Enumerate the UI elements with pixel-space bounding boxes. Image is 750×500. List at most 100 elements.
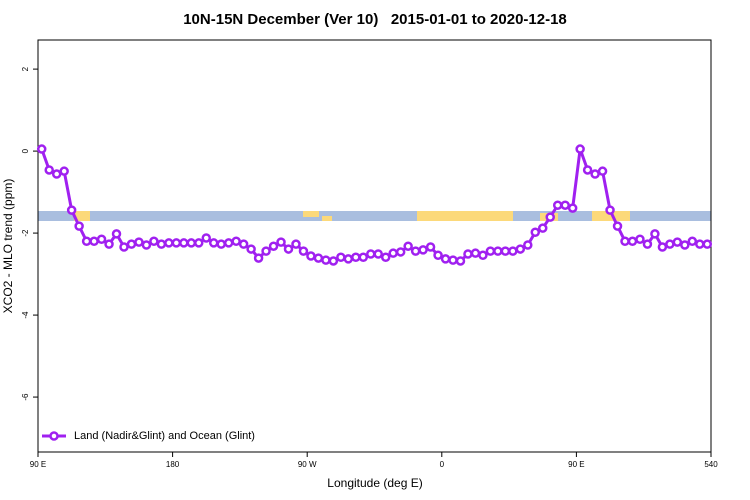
data-point — [425, 242, 436, 252]
data-point — [478, 250, 488, 260]
data-point — [500, 246, 511, 256]
data-point — [380, 252, 391, 263]
data-point — [560, 200, 570, 210]
data-point — [590, 169, 600, 179]
data-point — [328, 256, 339, 266]
data-point — [253, 253, 264, 263]
data-point — [89, 236, 99, 247]
data-point — [433, 250, 443, 260]
data-point — [134, 237, 144, 247]
data-point — [627, 236, 638, 247]
data-point — [508, 246, 518, 256]
x-tick-label: 180 — [166, 460, 180, 469]
data-point — [164, 238, 174, 248]
data-point — [582, 165, 593, 175]
data-point — [96, 234, 107, 244]
data-point — [246, 244, 256, 254]
data-point — [493, 246, 503, 256]
data-point — [216, 239, 226, 249]
data-point — [463, 249, 473, 259]
data-point — [358, 252, 369, 263]
x-tick-label: 90 E — [30, 460, 46, 469]
data-point — [261, 246, 271, 256]
data-point — [59, 166, 69, 176]
data-point — [388, 248, 398, 258]
data-point — [665, 239, 675, 249]
data-point — [291, 239, 301, 249]
data-point — [119, 242, 129, 252]
data-point — [395, 247, 406, 257]
data-point — [567, 203, 578, 213]
data-point — [186, 238, 197, 248]
data-point — [530, 227, 541, 238]
data-point — [672, 237, 683, 247]
data-point — [552, 200, 563, 210]
y-tick-label: -4 — [21, 311, 30, 319]
data-point — [238, 239, 249, 249]
data-point — [223, 238, 234, 248]
data-point — [149, 236, 159, 247]
data-point — [470, 248, 481, 258]
data-point — [455, 256, 466, 266]
data-point — [81, 236, 92, 247]
y-tick-label: 0 — [21, 148, 30, 153]
data-point — [283, 244, 294, 254]
data-point — [336, 252, 346, 263]
data-point — [448, 255, 458, 265]
data-point — [538, 223, 548, 233]
data-point — [126, 239, 137, 249]
data-point — [545, 212, 555, 222]
data-point — [410, 246, 421, 256]
data-point — [171, 238, 182, 248]
data-point — [635, 234, 645, 244]
x-axis-label: Longitude (deg E) — [327, 476, 422, 490]
data-point — [179, 238, 189, 248]
data-point — [620, 236, 630, 247]
data-point — [523, 240, 533, 250]
data-point — [366, 249, 376, 259]
legend-label: Land (Nadir&Glint) and Ocean (Glint) — [74, 430, 255, 442]
data-point — [485, 246, 496, 256]
data-point — [306, 251, 316, 261]
y-tick-label: 2 — [21, 66, 30, 71]
data-point — [575, 144, 585, 154]
data-point — [276, 237, 286, 247]
x-tick-label: 540 — [704, 460, 718, 469]
data-point — [403, 241, 413, 251]
data-point — [695, 239, 705, 249]
data-point — [650, 229, 660, 239]
legend-marker — [49, 431, 59, 441]
data-point — [201, 233, 211, 243]
data-point — [194, 238, 204, 248]
data-point — [141, 240, 152, 250]
x-tick-label: 0 — [440, 460, 445, 469]
data-point — [418, 245, 428, 255]
data-point — [44, 165, 54, 175]
data-point — [156, 239, 167, 249]
data-point — [440, 254, 451, 264]
x-tick-label: 90 W — [298, 460, 317, 469]
data-point — [680, 240, 690, 250]
data-point — [231, 236, 241, 247]
data-point — [111, 229, 122, 239]
x-tick-label: 90 E — [568, 460, 584, 469]
data-point — [298, 246, 309, 256]
data-point — [351, 252, 361, 263]
data-point — [687, 236, 698, 247]
data-point — [612, 221, 623, 231]
data-point — [657, 242, 668, 252]
y-tick-label: -2 — [21, 229, 30, 237]
y-tick-label: -6 — [21, 393, 30, 401]
data-point — [313, 253, 324, 263]
data-point — [268, 241, 279, 251]
data-point — [343, 254, 354, 264]
chart-title: 10N-15N December (Ver 10) 2015-01-01 to … — [183, 11, 567, 28]
data-point — [104, 239, 114, 249]
data-point — [597, 166, 608, 176]
data-point — [373, 249, 383, 259]
data-point — [74, 221, 84, 231]
y-axis-label: XCO2 - MLO trend (ppm) — [1, 179, 15, 314]
data-point — [208, 238, 219, 248]
data-point — [515, 244, 526, 254]
